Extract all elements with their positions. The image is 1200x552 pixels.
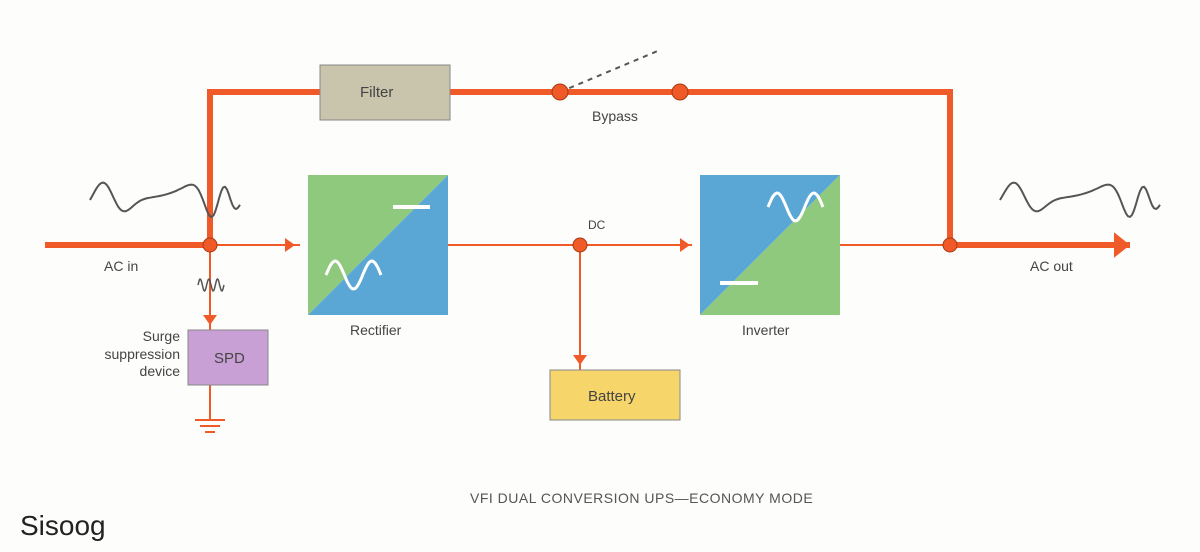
arrow-1 [680,238,690,252]
label-filter: Filter [360,84,393,103]
arrow-0 [285,238,295,252]
bypass-switch-arm [560,50,660,92]
label-inverter: Inverter [742,322,789,340]
label-rectifier: Rectifier [350,322,401,340]
label-bypass: Bypass [592,108,638,126]
dot-ac_out_junction [943,238,957,252]
label-ac-in: AC in [104,258,138,276]
output-arrow [1114,232,1130,258]
label-ac-out: AC out [1030,258,1073,276]
diagram-stage: AC in AC out Filter Bypass DC Rectifier … [0,0,1200,552]
block-rectifier [308,175,448,315]
label-dc: DC [588,218,605,233]
dot-ac_in_junction [203,238,217,252]
dot-dc_junction [573,238,587,252]
label-battery: Battery [588,388,636,407]
arrow-2 [203,315,217,325]
diagram-svg [0,0,1200,552]
wave-ac-out [1000,183,1160,217]
wave-ac-in [90,183,240,217]
diagram-title: VFI DUAL CONVERSION UPS—ECONOMY MODE [470,490,813,506]
dot-bypass_right_dot [672,84,688,100]
block-inverter [700,175,840,315]
arrow-3 [573,355,587,365]
logo-text: Sisoog [20,510,106,542]
dot-bypass_left_dot [552,84,568,100]
label-spd-desc: Surgesuppressiondevice [94,328,180,381]
label-spd: SPD [214,350,245,369]
